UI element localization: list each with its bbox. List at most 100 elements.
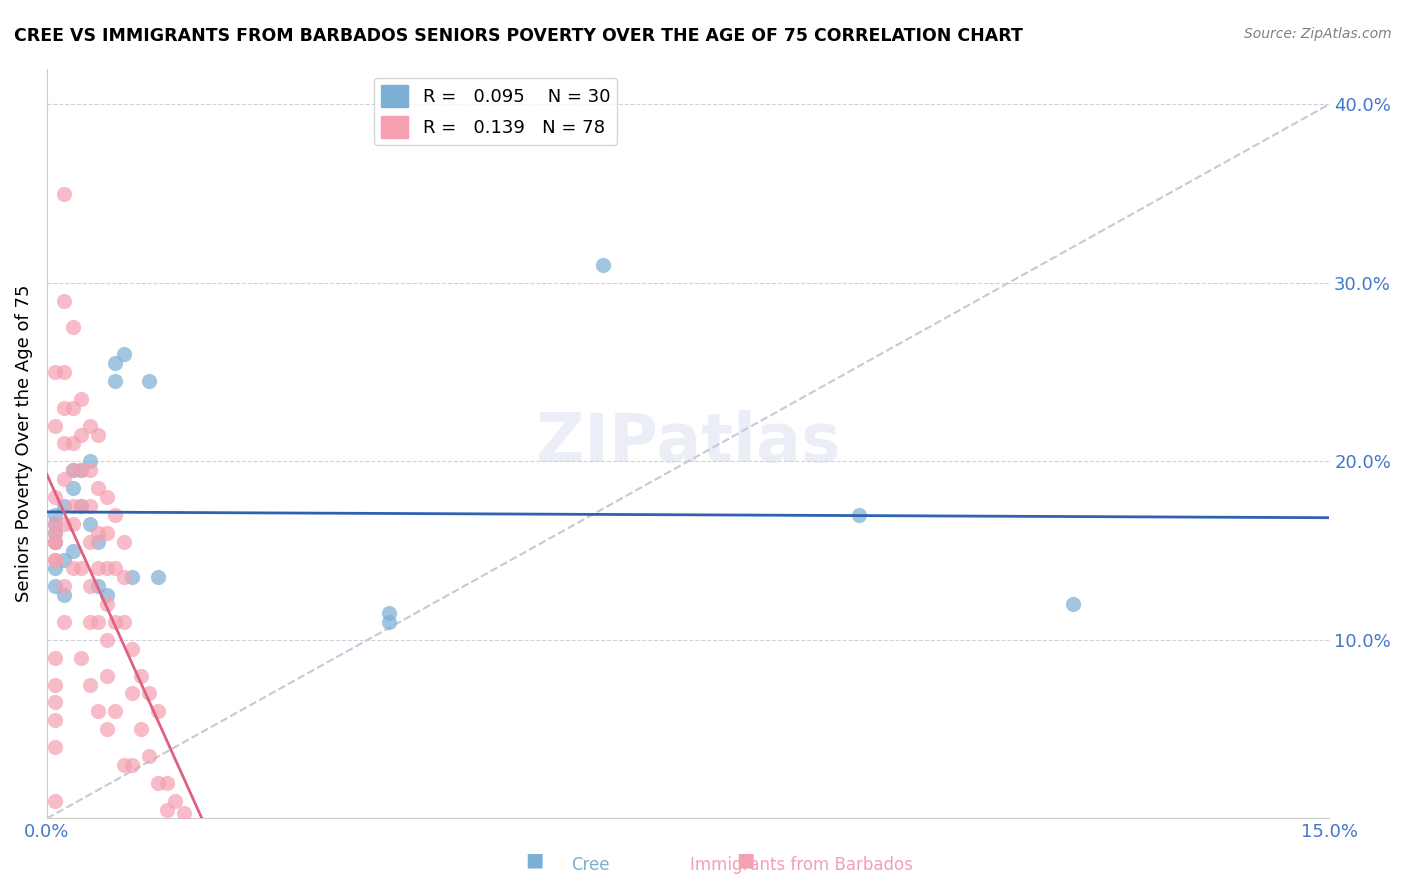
Point [44, 739, 66, 754]
Point [44, 794, 66, 808]
Point [79, 615, 101, 629]
Point [70, 463, 93, 477]
Text: Immigrants from Barbados: Immigrants from Barbados [690, 856, 912, 874]
Point [53, 588, 76, 602]
Point [70, 463, 93, 477]
Point [44, 508, 66, 522]
Point [87, 525, 110, 540]
Point [121, 686, 143, 700]
Point [104, 508, 127, 522]
Point [104, 374, 127, 388]
Point [96, 525, 118, 540]
Point [44, 695, 66, 709]
Point [96, 632, 118, 647]
Point [155, 776, 177, 790]
Point [96, 722, 118, 736]
Point [87, 561, 110, 575]
Point [121, 758, 143, 772]
Point [44, 579, 66, 593]
Point [112, 615, 135, 629]
Point [592, 258, 614, 272]
Point [96, 597, 118, 611]
Point [1062, 597, 1084, 611]
Point [53, 552, 76, 566]
Point [62, 463, 84, 477]
Point [44, 552, 66, 566]
Point [129, 722, 152, 736]
Text: Cree: Cree [571, 856, 610, 874]
Point [70, 499, 93, 513]
Point [129, 668, 152, 682]
Point [121, 641, 143, 656]
Point [70, 561, 93, 575]
Point [146, 704, 169, 718]
Point [104, 356, 127, 370]
Point [62, 543, 84, 558]
Point [79, 534, 101, 549]
Point [138, 748, 160, 763]
Point [79, 454, 101, 468]
Point [53, 499, 76, 513]
Point [155, 803, 177, 817]
Text: ■: ■ [524, 851, 544, 870]
Point [104, 561, 127, 575]
Point [44, 365, 66, 379]
Point [378, 615, 401, 629]
Point [44, 516, 66, 531]
Text: ZIPatlas: ZIPatlas [536, 410, 841, 476]
Point [44, 552, 66, 566]
Point [53, 516, 76, 531]
Point [53, 472, 76, 486]
Point [62, 481, 84, 495]
Point [53, 365, 76, 379]
Point [378, 606, 401, 620]
Text: Source: ZipAtlas.com: Source: ZipAtlas.com [1244, 27, 1392, 41]
Point [79, 499, 101, 513]
Point [79, 516, 101, 531]
Point [79, 677, 101, 691]
Point [53, 579, 76, 593]
Point [87, 615, 110, 629]
Point [96, 490, 118, 504]
Point [87, 534, 110, 549]
Point [44, 677, 66, 691]
Point [87, 704, 110, 718]
Point [62, 561, 84, 575]
Point [62, 463, 84, 477]
Point [121, 570, 143, 584]
Point [87, 427, 110, 442]
Point [44, 418, 66, 433]
Point [96, 668, 118, 682]
Point [70, 427, 93, 442]
Point [62, 499, 84, 513]
Point [104, 704, 127, 718]
Point [44, 525, 66, 540]
Point [53, 186, 76, 201]
Point [62, 436, 84, 450]
Point [62, 401, 84, 415]
Point [44, 713, 66, 727]
Point [53, 401, 76, 415]
Point [44, 534, 66, 549]
Point [70, 392, 93, 406]
Point [70, 499, 93, 513]
Point [112, 534, 135, 549]
Point [44, 525, 66, 540]
Point [79, 579, 101, 593]
Point [165, 794, 187, 808]
Y-axis label: Seniors Poverty Over the Age of 75: Seniors Poverty Over the Age of 75 [15, 285, 32, 602]
Point [104, 615, 127, 629]
Point [44, 490, 66, 504]
Point [848, 508, 870, 522]
Point [62, 320, 84, 334]
Point [44, 534, 66, 549]
Point [79, 463, 101, 477]
Point [146, 776, 169, 790]
Point [96, 561, 118, 575]
Point [44, 534, 66, 549]
Point [44, 516, 66, 531]
Point [87, 481, 110, 495]
Text: ■: ■ [735, 851, 755, 870]
Legend: R =   0.095    N = 30, R =   0.139   N = 78: R = 0.095 N = 30, R = 0.139 N = 78 [374, 78, 617, 145]
Point [112, 347, 135, 361]
